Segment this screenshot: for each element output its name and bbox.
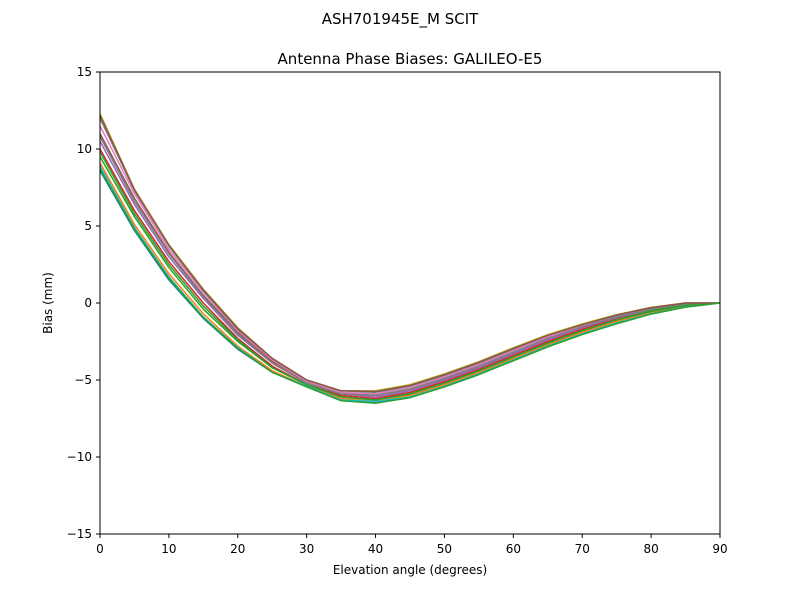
series-line-14 (100, 168, 720, 404)
x-tick-label: 30 (299, 542, 314, 556)
y-tick-label: 15 (77, 65, 92, 79)
series-line-13 (100, 114, 720, 393)
x-tick-label: 0 (96, 542, 104, 556)
y-axis-label: Bias (mm) (41, 272, 55, 334)
y-tick-label: 10 (77, 142, 92, 156)
series-line-4 (100, 148, 720, 400)
chart-suptitle: ASH701945E_M SCIT (322, 10, 479, 29)
x-tick-label: 90 (712, 542, 727, 556)
x-tick-label: 20 (230, 542, 245, 556)
series-line-6 (100, 133, 720, 397)
series-line-5 (100, 140, 720, 398)
x-tick-label: 10 (161, 542, 176, 556)
chart-title: Antenna Phase Biases: GALILEO-E5 (278, 50, 543, 68)
series-line-2 (100, 162, 720, 403)
series-line-9 (100, 113, 720, 392)
y-tick-label: 5 (84, 219, 92, 233)
plot-frame (99, 71, 721, 535)
x-axis-label: Elevation angle (degrees) (333, 563, 487, 577)
y-tick-label: −10 (67, 450, 92, 464)
x-tick-label: 80 (643, 542, 658, 556)
y-tick-label: −15 (67, 527, 92, 541)
series-line-12 (100, 136, 720, 397)
series-line-11 (100, 151, 720, 401)
series-layer (100, 113, 720, 404)
x-tick-label: 70 (575, 542, 590, 556)
x-tick-label: 60 (506, 542, 521, 556)
y-tick-label: −5 (74, 373, 92, 387)
y-tick-label: 0 (84, 296, 92, 310)
x-axis: 0 10 20 30 40 50 60 70 80 90 (96, 534, 728, 556)
x-tick-label: 40 (368, 542, 383, 556)
y-axis: −15 −10 −5 0 5 10 15 (67, 65, 100, 541)
x-tick-label: 50 (437, 542, 452, 556)
series-line-8 (100, 117, 720, 394)
series-line-7 (100, 125, 720, 395)
